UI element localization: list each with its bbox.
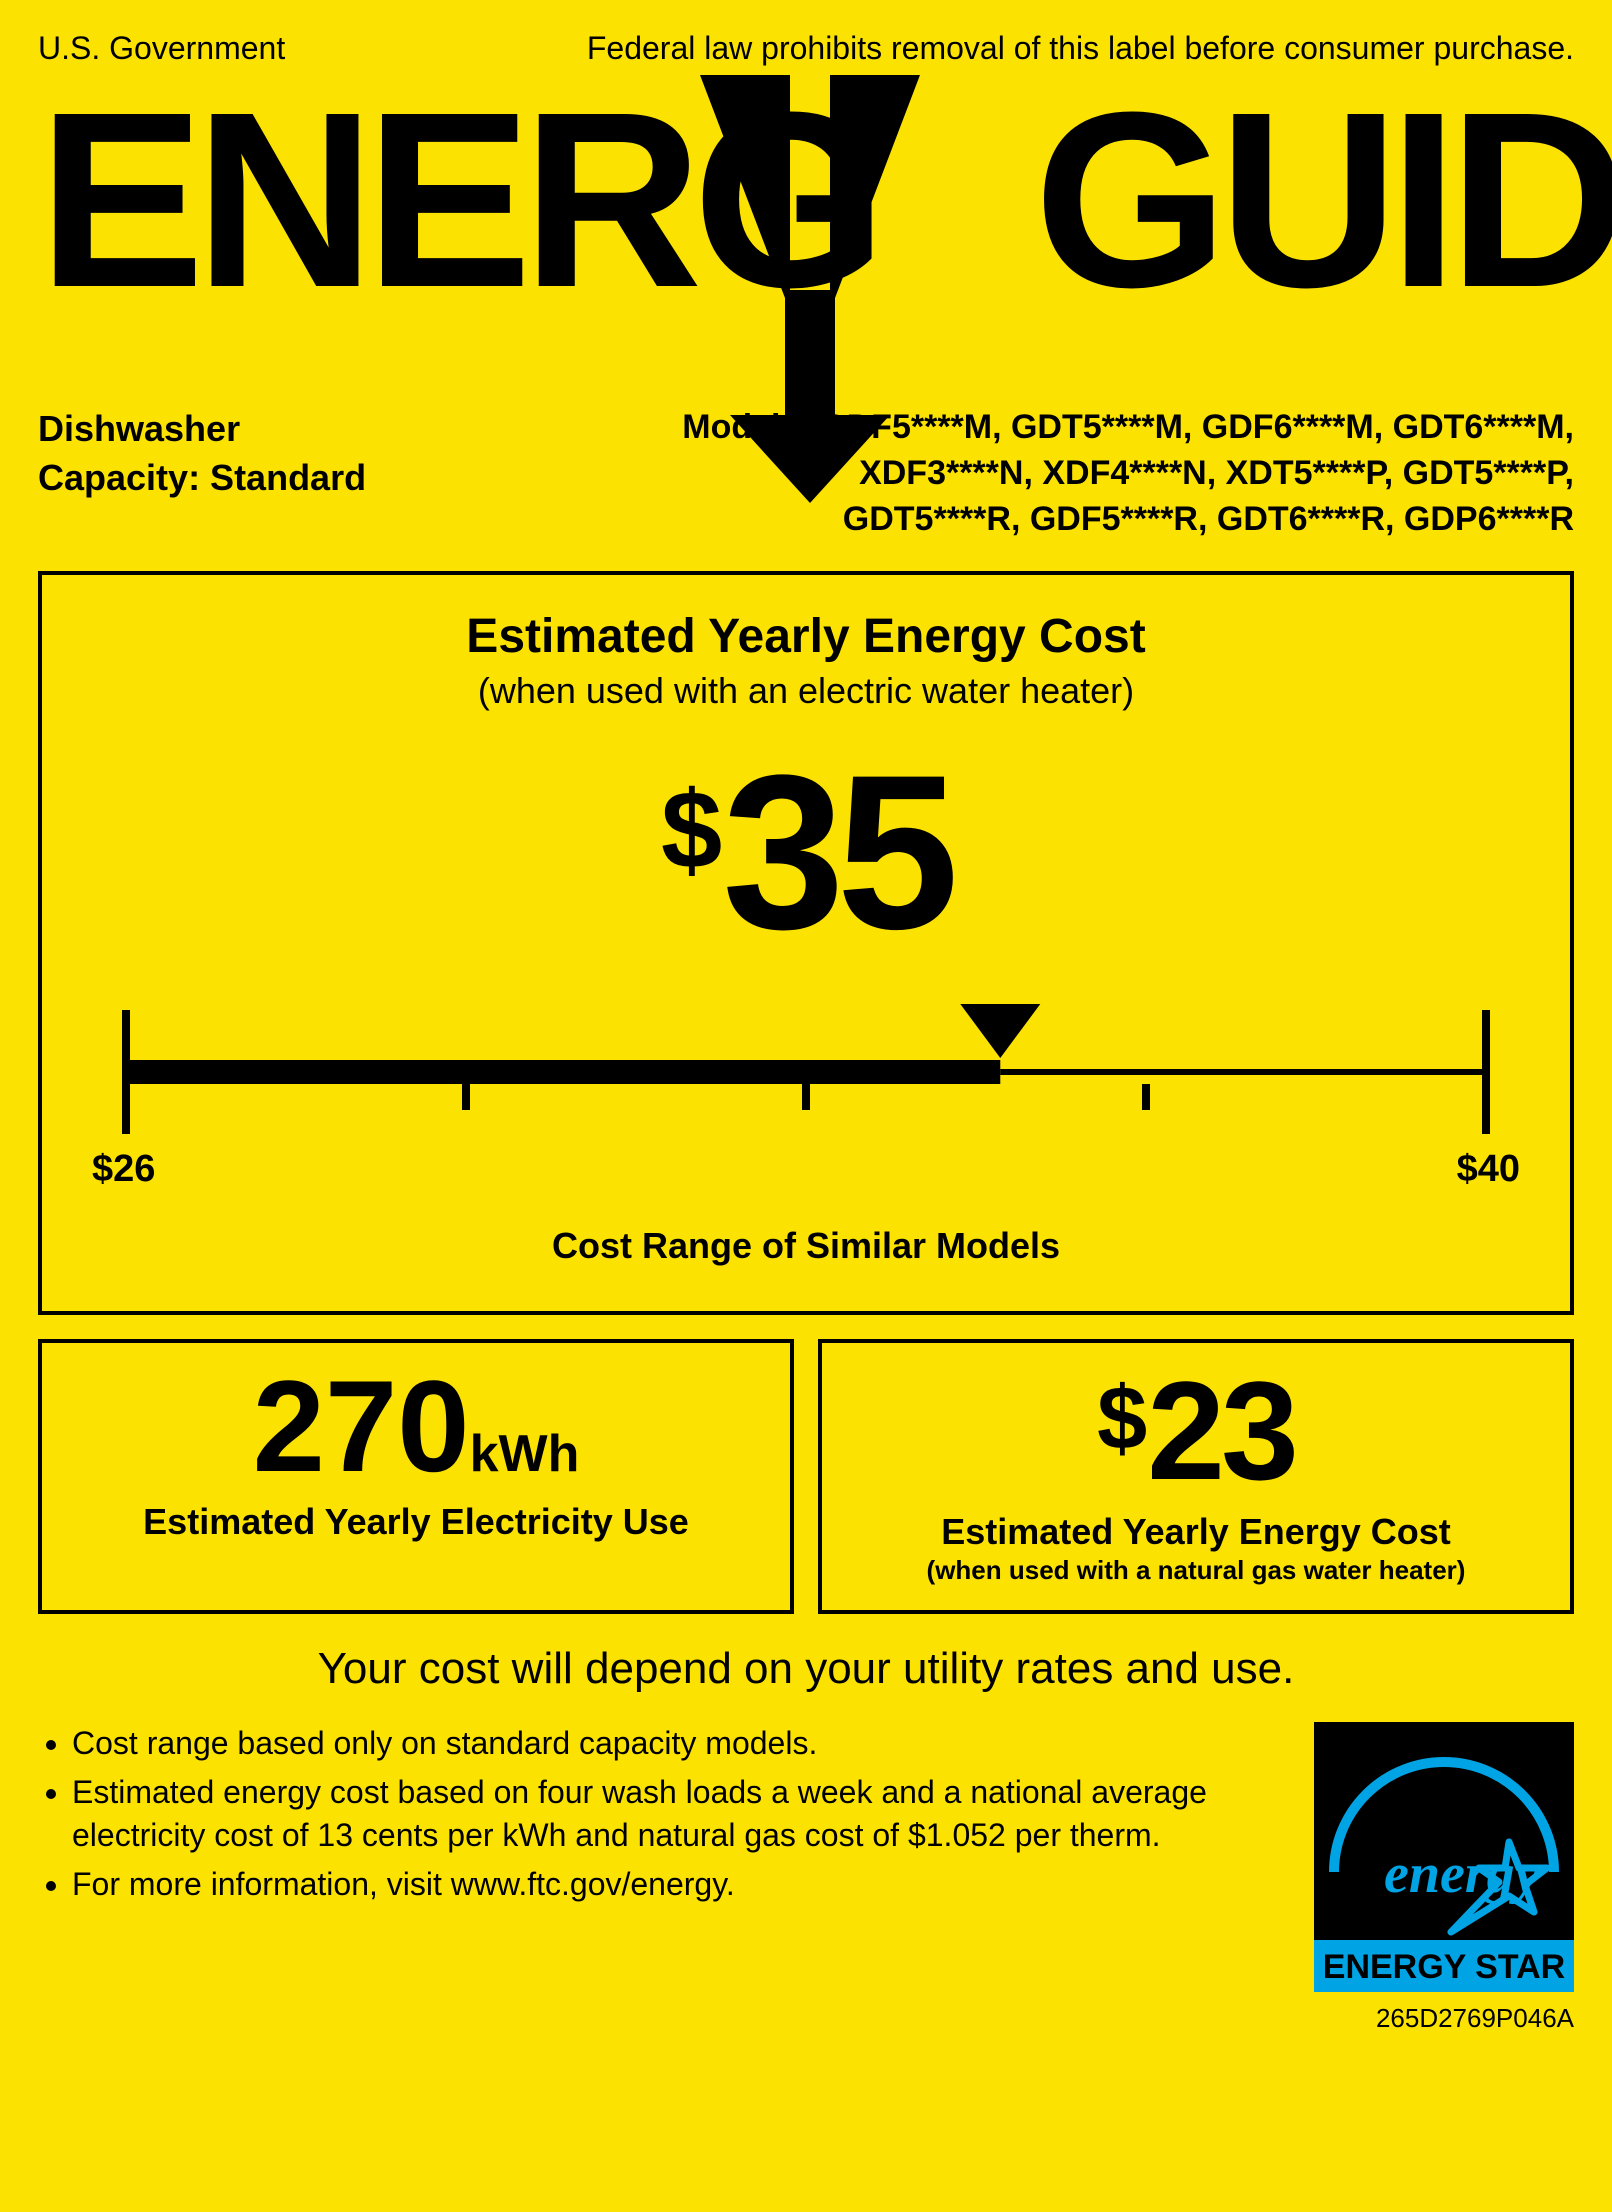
eyec-title: Estimated Yearly Energy Cost <box>92 609 1520 664</box>
part-number: 265D2769P046A <box>38 2003 1574 2034</box>
range-max: $40 <box>1457 1148 1520 1191</box>
svg-text:energy: energy <box>1384 1843 1541 1905</box>
eyec-subtitle: (when used with an electric water heater… <box>92 670 1520 712</box>
energyguide-label: U.S. Government Federal law prohibits re… <box>0 0 1612 2212</box>
bullets: Cost range based only on standard capaci… <box>38 1722 1284 1913</box>
cost-value: 35 <box>722 729 951 975</box>
depend-text: Your cost will depend on your utility ra… <box>38 1644 1574 1694</box>
energy-star-icon: energy ENERGY STAR <box>1314 1722 1574 1992</box>
kwh-caption: Estimated Yearly Electricity Use <box>58 1501 774 1543</box>
range-labels: $26 $40 <box>92 1148 1520 1191</box>
kwh-value: 270 <box>253 1361 470 1491</box>
kwh-box: 270kWh Estimated Yearly Electricity Use <box>38 1339 794 1614</box>
two-col: 270kWh Estimated Yearly Electricity Use … <box>38 1339 1574 1614</box>
logo: ENERGYGUIDE <box>38 75 1574 435</box>
svg-text:ENERGY STAR: ENERGY STAR <box>1323 1948 1565 1986</box>
gas-value: 23 <box>1147 1352 1295 1509</box>
bullet: Cost range based only on standard capaci… <box>72 1722 1284 1765</box>
range-min: $26 <box>92 1148 155 1191</box>
dollar-sign: $ <box>661 769 722 892</box>
bullet: Estimated energy cost based on four wash… <box>72 1771 1284 1857</box>
range-caption: Cost Range of Similar Models <box>92 1225 1520 1267</box>
main-cost-box: Estimated Yearly Energy Cost (when used … <box>38 571 1574 1315</box>
gas-sub: (when used with a natural gas water heat… <box>838 1555 1554 1586</box>
energy-star-badge: energy ENERGY STAR <box>1314 1722 1574 1997</box>
cost-scale <box>116 962 1496 1142</box>
big-cost: $35 <box>92 742 1520 962</box>
bottom-row: Cost range based only on standard capaci… <box>38 1722 1574 1997</box>
scale-svg <box>116 962 1496 1142</box>
gas-caption: Estimated Yearly Energy Cost <box>838 1511 1554 1553</box>
gas-cost-box: $23 Estimated Yearly Energy Cost (when u… <box>818 1339 1574 1614</box>
logo-arrow-icon <box>700 75 920 505</box>
product-capacity: Capacity: Standard <box>38 454 366 503</box>
kwh-unit: kWh <box>470 1425 580 1483</box>
gas-cost-line: $23 <box>838 1361 1554 1501</box>
kwh-line: 270kWh <box>58 1361 774 1491</box>
bullet: For more information, visit www.ftc.gov/… <box>72 1863 1284 1906</box>
gas-dollar: $ <box>1097 1369 1147 1469</box>
